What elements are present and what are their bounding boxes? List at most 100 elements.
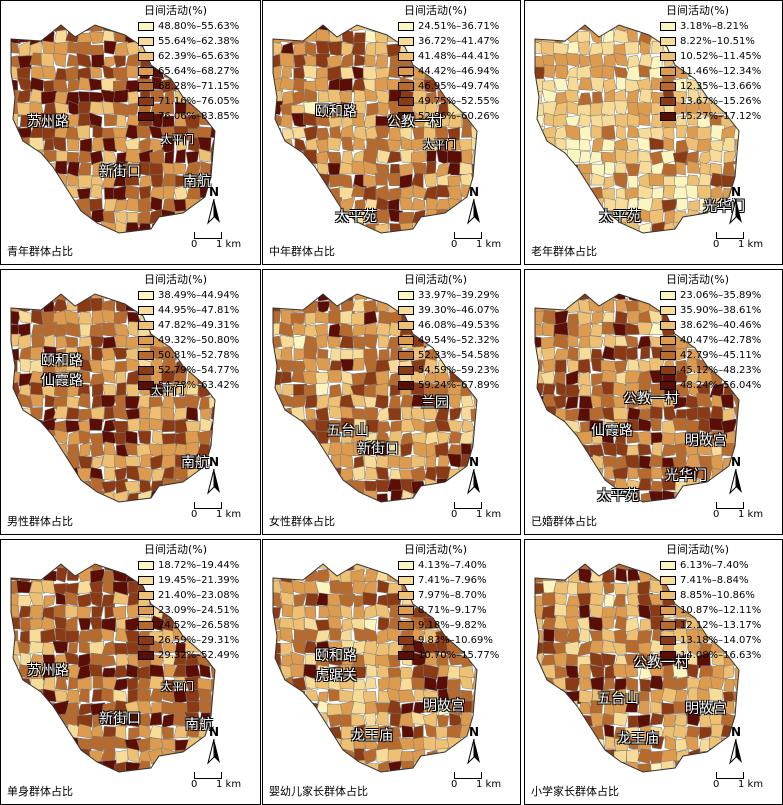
scale-one: 1 km	[216, 509, 242, 520]
district-polygon	[588, 444, 605, 458]
district-polygon	[590, 76, 605, 94]
district-polygon	[112, 89, 129, 104]
legend-label: 36.72%–41.47%	[418, 36, 500, 47]
legend-item: 52.33%–54.58%	[398, 348, 499, 363]
legend-label: 7.97%–8.70%	[418, 590, 487, 601]
district-polygon	[316, 736, 331, 751]
north-label: N	[208, 455, 220, 469]
district-polygon	[553, 762, 568, 772]
district-polygon	[542, 294, 557, 300]
district-polygon	[17, 309, 32, 324]
scale-one: 1 km	[738, 779, 764, 790]
place-label: 太平门	[423, 138, 456, 151]
district-polygon	[605, 235, 615, 247]
district-polygon	[113, 25, 129, 34]
legend-label: 39.30%–46.07%	[418, 305, 500, 316]
legend-label: 13.18%–14.07%	[680, 635, 762, 646]
legend-swatch	[138, 52, 154, 61]
district-polygon	[542, 383, 556, 396]
legend-swatch	[138, 291, 154, 300]
district-polygon	[602, 30, 615, 44]
district-polygon	[29, 701, 45, 716]
district-polygon	[576, 209, 592, 224]
district-polygon	[302, 456, 319, 470]
district-polygon	[137, 430, 152, 445]
district-polygon	[186, 700, 201, 714]
district-polygon	[40, 747, 57, 765]
district-polygon	[327, 335, 341, 349]
legend-item: 18.72%–19.44%	[138, 558, 239, 573]
district-polygon	[173, 676, 188, 690]
district-polygon	[422, 372, 438, 386]
district-polygon	[604, 735, 615, 750]
district-polygon	[52, 209, 69, 224]
district-polygon	[124, 102, 139, 118]
scale-bar-line	[716, 502, 744, 509]
district-polygon	[114, 41, 129, 57]
scale-zero: 0	[191, 779, 198, 790]
district-polygon	[315, 466, 329, 480]
district-polygon	[591, 564, 606, 572]
district-polygon	[577, 358, 591, 374]
district-polygon	[553, 294, 568, 302]
place-label: 明故宫	[423, 698, 465, 714]
district-polygon	[577, 30, 591, 45]
district-polygon	[426, 235, 437, 248]
district-polygon	[576, 616, 592, 632]
district-polygon	[77, 503, 90, 517]
district-polygon	[555, 211, 569, 225]
district-polygon	[326, 151, 342, 165]
district-polygon	[273, 150, 283, 165]
district-polygon	[688, 490, 701, 502]
district-polygon	[126, 747, 141, 764]
district-polygon	[535, 90, 543, 105]
north-arrow-icon: N	[204, 455, 224, 498]
legend-swatch	[660, 291, 676, 300]
district-polygon	[293, 593, 307, 608]
district-polygon	[273, 198, 283, 214]
district-polygon	[11, 592, 20, 607]
district-polygon	[471, 676, 477, 690]
district-polygon	[350, 493, 367, 502]
scale-zero: 0	[451, 779, 458, 790]
district-polygon	[89, 65, 102, 79]
district-polygon	[17, 761, 32, 772]
district-polygon	[280, 173, 295, 189]
legend-label: 41.48%–44.41%	[418, 51, 500, 62]
district-polygon	[273, 184, 284, 201]
district-polygon	[339, 748, 355, 764]
district-polygon	[554, 492, 568, 502]
district-polygon	[273, 112, 283, 126]
district-polygon	[686, 232, 701, 233]
legend-swatch	[660, 22, 676, 31]
legend-label: 46.08%–49.53%	[418, 320, 500, 331]
legend-label: 21.40%–23.08%	[158, 590, 240, 601]
district-polygon	[29, 723, 43, 740]
district-polygon	[363, 580, 377, 596]
district-polygon	[174, 148, 186, 164]
district-polygon	[568, 749, 580, 763]
district-polygon	[374, 125, 391, 139]
district-polygon	[100, 711, 115, 726]
district-polygon	[590, 172, 605, 186]
legend-item: 55.64%–62.38%	[138, 34, 239, 49]
district-polygon	[29, 222, 45, 233]
legend-swatch	[138, 621, 154, 630]
district-polygon	[601, 569, 615, 584]
district-polygon	[543, 64, 557, 79]
district-polygon	[650, 221, 666, 233]
district-polygon	[535, 666, 544, 680]
district-polygon	[273, 25, 283, 32]
district-polygon	[317, 568, 330, 583]
district-polygon	[29, 149, 45, 164]
district-polygon	[340, 52, 354, 70]
district-polygon	[41, 184, 55, 201]
district-polygon	[341, 136, 354, 152]
north-arrow-icon: N	[726, 185, 746, 228]
district-polygon	[92, 456, 104, 471]
district-polygon	[375, 209, 391, 224]
district-polygon	[326, 480, 343, 493]
district-polygon	[11, 665, 19, 679]
district-polygon	[42, 210, 57, 225]
district-polygon	[42, 25, 54, 34]
